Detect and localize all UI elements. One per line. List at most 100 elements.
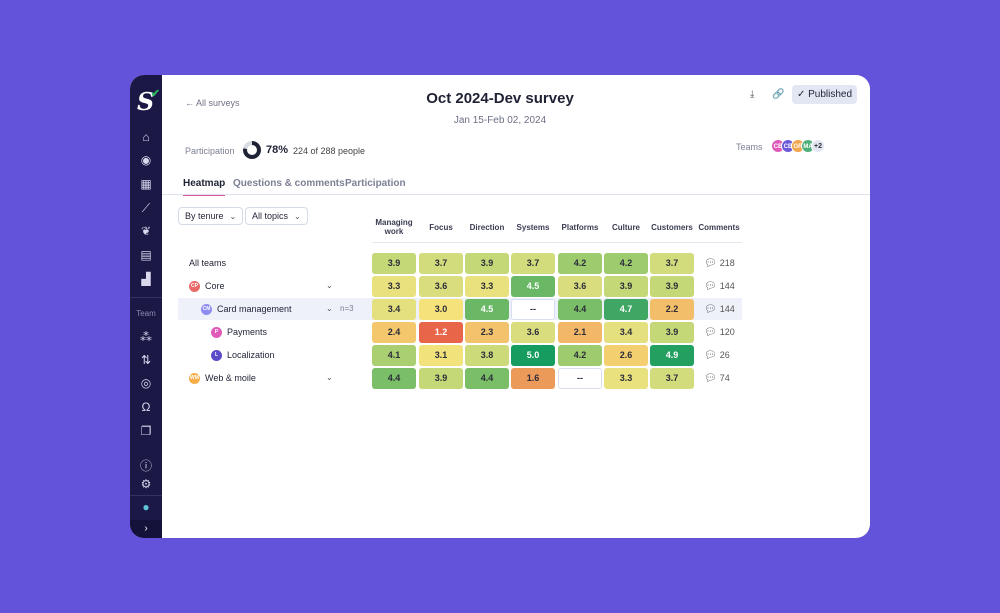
table-row[interactable]: All teams bbox=[178, 252, 742, 274]
heatmap-cell[interactable]: 3.9 bbox=[650, 275, 694, 297]
help-icon[interactable]: ⓘ bbox=[139, 459, 152, 473]
heatmap-cell[interactable]: 3.6 bbox=[419, 275, 463, 297]
heatmap-cell[interactable]: 3.9 bbox=[650, 321, 694, 343]
row-label[interactable]: WM Web & moile bbox=[189, 367, 256, 389]
comments-count[interactable]: 💬︎ 144 bbox=[704, 299, 735, 320]
heatmap-cell[interactable]: 1.6 bbox=[511, 367, 555, 389]
topics-dropdown[interactable]: All topics ⌄ bbox=[245, 207, 308, 225]
column-header[interactable]: Focus bbox=[429, 223, 453, 232]
windows-icon[interactable]: ❐ bbox=[140, 424, 152, 438]
column-header[interactable]: Platforms bbox=[561, 223, 599, 232]
heatmap-cell[interactable]: 3.7 bbox=[511, 252, 555, 274]
column-header[interactable]: Systems bbox=[516, 223, 550, 232]
heatmap-cell[interactable]: 3.7 bbox=[419, 252, 463, 274]
home-icon[interactable]: ⌂ bbox=[142, 130, 150, 144]
published-button[interactable]: ✓ Published bbox=[792, 85, 857, 104]
heatmap-cell[interactable]: 3.3 bbox=[465, 275, 509, 297]
heatmap-cell[interactable]: 3.3 bbox=[372, 275, 416, 297]
row-label[interactable]: L Localization bbox=[211, 344, 275, 366]
calculator-icon[interactable]: ▤ bbox=[140, 248, 152, 262]
heatmap-cell[interactable]: 2.6 bbox=[604, 344, 648, 366]
row-label[interactable]: All teams bbox=[189, 252, 226, 274]
row-label-text: All teams bbox=[189, 258, 227, 268]
heatmap-cell[interactable]: -- bbox=[511, 298, 555, 320]
heatmap-cell[interactable]: 4.2 bbox=[558, 252, 602, 274]
heatmap-cell[interactable]: 3.8 bbox=[465, 344, 509, 366]
table-row[interactable]: P Payments bbox=[178, 321, 742, 343]
heatmap-cell[interactable]: 4.2 bbox=[604, 252, 648, 274]
table-row[interactable]: CP Core ⌄ bbox=[178, 275, 742, 297]
chevron-down-icon[interactable]: ⌄ bbox=[326, 281, 333, 290]
heatmap-cell[interactable]: 4.5 bbox=[465, 298, 509, 320]
comments-count[interactable]: 💬︎ 26 bbox=[704, 345, 730, 366]
heatmap-cell[interactable]: 3.9 bbox=[372, 252, 416, 274]
tab-heatmap[interactable]: Heatmap bbox=[183, 178, 226, 196]
chevron-down-icon: ⌄ bbox=[229, 212, 237, 221]
download-icon[interactable]: ⤓ bbox=[750, 89, 755, 100]
team-avatar: P bbox=[211, 327, 222, 339]
trend-icon[interactable]: ⟋ bbox=[141, 201, 151, 215]
refresh-person-icon[interactable]: Ω bbox=[141, 400, 151, 414]
heatmap-cell[interactable]: 3.9 bbox=[419, 367, 463, 389]
heatmap-cell[interactable]: 4.4 bbox=[465, 367, 509, 389]
comments-count[interactable]: 💬︎ 144 bbox=[704, 276, 735, 297]
row-label[interactable]: CM Card management bbox=[201, 298, 292, 320]
tab-participation[interactable]: Participation bbox=[345, 178, 406, 189]
tab-questions-comments[interactable]: Questions & comments bbox=[233, 178, 345, 189]
user-avatar[interactable]: ● bbox=[142, 500, 150, 514]
heatmap-cell[interactable]: 4.2 bbox=[558, 344, 602, 366]
heatmap-cell[interactable]: 4.4 bbox=[558, 298, 602, 320]
more-teams-badge[interactable]: +2 bbox=[811, 139, 825, 153]
heatmap-cell[interactable]: -- bbox=[558, 367, 602, 389]
column-header[interactable]: Culture bbox=[612, 223, 640, 232]
row-label-text: Core bbox=[205, 281, 225, 291]
bar-chart-icon[interactable]: ▟ bbox=[141, 272, 151, 286]
heatmap-cell[interactable]: 3.7 bbox=[650, 252, 694, 274]
comments-count[interactable]: 💬︎ 74 bbox=[704, 368, 730, 389]
grid-icon[interactable]: ▦ bbox=[140, 177, 152, 191]
heatmap-cell[interactable]: 3.9 bbox=[465, 252, 509, 274]
heatmap-cell[interactable]: 2.4 bbox=[372, 321, 416, 343]
heatmap-cell[interactable]: 3.3 bbox=[604, 367, 648, 389]
row-label[interactable]: P Payments bbox=[211, 321, 267, 343]
column-header[interactable]: Customers bbox=[651, 223, 693, 232]
heatmap-cell[interactable]: 5.0 bbox=[511, 344, 555, 366]
heatmap-cell[interactable]: 4.4 bbox=[372, 367, 416, 389]
heatmap-cell[interactable]: 3.4 bbox=[372, 298, 416, 320]
heatmap-cell[interactable]: 3.0 bbox=[419, 298, 463, 320]
heatmap-cell[interactable]: 3.4 bbox=[604, 321, 648, 343]
column-header[interactable]: Direction bbox=[469, 223, 505, 232]
column-header[interactable]: Managing work bbox=[371, 218, 417, 236]
link-icon[interactable]: 🔗 bbox=[772, 89, 785, 100]
heatmap-cell[interactable]: 3.1 bbox=[419, 344, 463, 366]
table-row[interactable]: WM Web & moile ⌄ bbox=[178, 367, 742, 389]
comments-count[interactable]: 💬︎ 120 bbox=[704, 322, 735, 343]
heatmap-cell[interactable]: 3.6 bbox=[511, 321, 555, 343]
leaf-icon[interactable]: ❦ bbox=[140, 224, 152, 238]
heatmap-cell[interactable]: 3.9 bbox=[604, 275, 648, 297]
heatmap-cell[interactable]: 3.7 bbox=[650, 367, 694, 389]
heatmap-cell[interactable]: 4.1 bbox=[372, 344, 416, 366]
back-link[interactable]: ← All surveys bbox=[185, 98, 240, 108]
heatmap-cell[interactable]: 2.2 bbox=[650, 298, 694, 320]
heatmap-cell[interactable]: 2.3 bbox=[465, 321, 509, 343]
heatmap-cell[interactable]: 2.1 bbox=[558, 321, 602, 343]
row-label[interactable]: CP Core bbox=[189, 275, 225, 297]
comments-count[interactable]: 💬︎ 218 bbox=[704, 253, 735, 274]
chevron-down-icon[interactable]: ⌄ bbox=[326, 373, 333, 382]
heatmap-cell[interactable]: 4.9 bbox=[650, 344, 694, 366]
group-by-dropdown[interactable]: By tenure ⌄ bbox=[178, 207, 244, 225]
radar-icon[interactable]: ◎ bbox=[140, 376, 152, 390]
target-icon[interactable]: ◉ bbox=[140, 153, 152, 167]
git-compare-icon[interactable]: ⇅ bbox=[140, 353, 152, 367]
settings-icon[interactable]: ⚙ bbox=[140, 477, 152, 491]
heatmap-cell[interactable]: 4.7 bbox=[604, 298, 648, 320]
expand-sidebar-button[interactable]: › bbox=[130, 520, 162, 538]
heatmap-cell[interactable]: 3.6 bbox=[558, 275, 602, 297]
table-row[interactable]: L Localization bbox=[178, 344, 742, 366]
nodes-icon[interactable]: ⁂ bbox=[140, 330, 152, 344]
chevron-down-icon[interactable]: ⌄ bbox=[326, 304, 333, 313]
heatmap-cell[interactable]: 4.5 bbox=[511, 275, 555, 297]
heatmap-cell[interactable]: 1.2 bbox=[419, 321, 463, 343]
comments-value: 144 bbox=[719, 303, 735, 314]
